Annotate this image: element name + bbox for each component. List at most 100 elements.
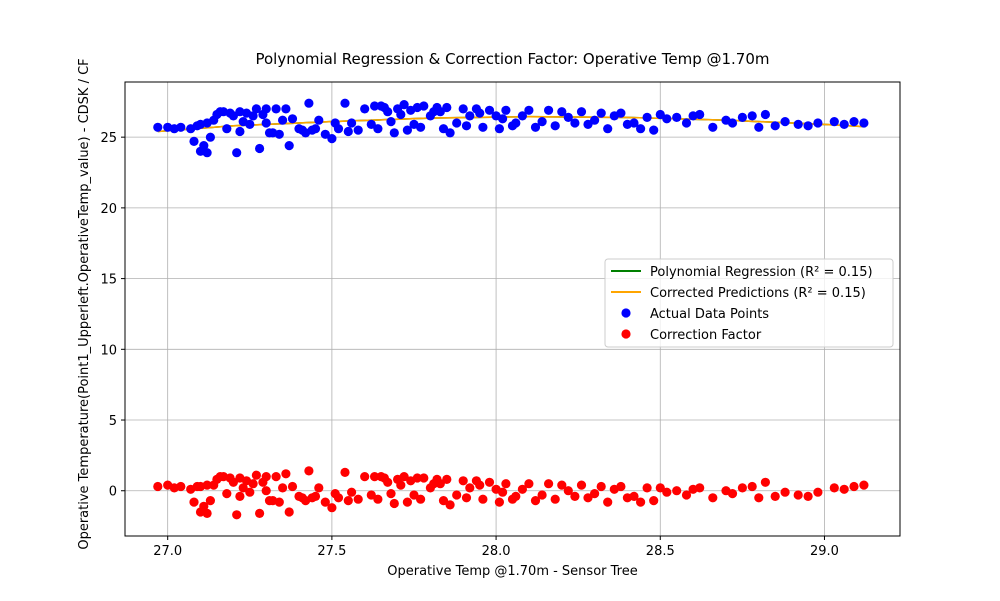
data-point — [222, 124, 232, 134]
data-point — [389, 498, 399, 509]
data-point — [563, 112, 573, 122]
data-point — [461, 121, 472, 131]
data-point — [501, 479, 511, 489]
data-point — [314, 483, 324, 493]
data-point — [383, 477, 393, 487]
data-point — [557, 107, 567, 117]
data-point — [445, 500, 455, 510]
data-point — [537, 117, 547, 127]
data-point — [347, 487, 357, 497]
data-point — [760, 109, 771, 120]
data-point — [176, 122, 186, 132]
data-point — [255, 508, 265, 518]
data-point — [458, 476, 468, 486]
legend-label: Polynomial Regression (R² = 0.15) — [650, 265, 873, 280]
data-point — [494, 497, 504, 507]
data-points — [153, 98, 869, 520]
data-point — [498, 487, 508, 497]
data-point — [813, 487, 823, 497]
data-point — [386, 117, 396, 127]
data-point — [396, 480, 406, 490]
data-point — [261, 486, 271, 496]
data-point — [530, 122, 541, 132]
data-point — [803, 121, 813, 131]
x-tick-label: 28.0 — [482, 544, 511, 559]
data-point — [570, 491, 580, 501]
chart-title: Polynomial Regression & Correction Facto… — [255, 50, 769, 68]
data-point — [402, 125, 412, 135]
data-point — [320, 497, 330, 507]
data-point — [287, 481, 298, 492]
data-point — [333, 493, 344, 503]
data-point — [261, 118, 271, 128]
data-point — [248, 479, 258, 489]
axis-ticks: 27.0 27.5 28.0 28.5 29.0 0 5 10 15 20 25 — [100, 131, 838, 559]
data-point — [370, 101, 380, 111]
data-point — [770, 491, 780, 501]
data-point — [642, 112, 652, 122]
data-point — [636, 124, 646, 134]
data-point — [839, 484, 849, 494]
data-point — [770, 121, 780, 131]
data-point — [557, 480, 567, 490]
data-point — [274, 497, 284, 507]
x-axis-title: Operative Temp @1.70m - Sensor Tree — [387, 564, 637, 579]
legend: Polynomial Regression (R² = 0.15) Correct… — [604, 258, 894, 348]
data-point — [340, 467, 350, 477]
data-point — [274, 129, 284, 139]
data-point — [245, 487, 255, 497]
legend-marker-swatch — [621, 308, 631, 318]
data-point — [360, 104, 370, 114]
data-point — [202, 148, 212, 158]
data-point — [708, 122, 718, 132]
data-point — [511, 491, 521, 501]
plot-frame — [124, 81, 901, 537]
data-point — [347, 118, 357, 128]
data-point — [544, 105, 554, 115]
data-point — [530, 496, 541, 506]
data-point — [278, 483, 288, 493]
data-point — [829, 483, 839, 493]
data-point — [389, 128, 399, 138]
data-point — [511, 118, 521, 128]
data-point — [655, 109, 665, 120]
data-point — [396, 109, 406, 120]
data-point — [636, 497, 646, 507]
data-point — [232, 510, 242, 520]
data-point — [662, 114, 672, 124]
data-point — [435, 479, 445, 489]
y-tick-label: 0 — [109, 485, 117, 500]
data-point — [402, 497, 412, 507]
data-point — [708, 493, 718, 503]
data-point — [238, 483, 248, 493]
data-point — [281, 104, 291, 114]
data-point — [261, 472, 271, 482]
data-point — [438, 124, 449, 134]
data-point — [747, 111, 757, 121]
data-point — [343, 126, 353, 137]
data-point — [373, 494, 383, 504]
data-point — [681, 490, 692, 500]
data-point — [416, 122, 426, 132]
data-point — [727, 489, 738, 499]
y-tick-label: 25 — [100, 131, 117, 146]
data-point — [517, 111, 528, 121]
data-point — [501, 105, 511, 115]
y-tick-label: 10 — [100, 343, 117, 358]
data-point — [484, 105, 495, 115]
data-point — [754, 122, 764, 132]
data-point — [228, 111, 238, 121]
data-point — [438, 496, 449, 506]
data-point — [550, 121, 560, 131]
data-point — [205, 132, 215, 142]
data-point — [202, 508, 212, 518]
data-point — [603, 497, 613, 507]
data-point — [458, 104, 468, 114]
data-point — [304, 98, 314, 108]
data-point — [320, 129, 330, 139]
data-point — [760, 477, 771, 487]
data-point — [737, 483, 748, 493]
data-point — [419, 473, 429, 483]
data-point — [672, 112, 682, 122]
